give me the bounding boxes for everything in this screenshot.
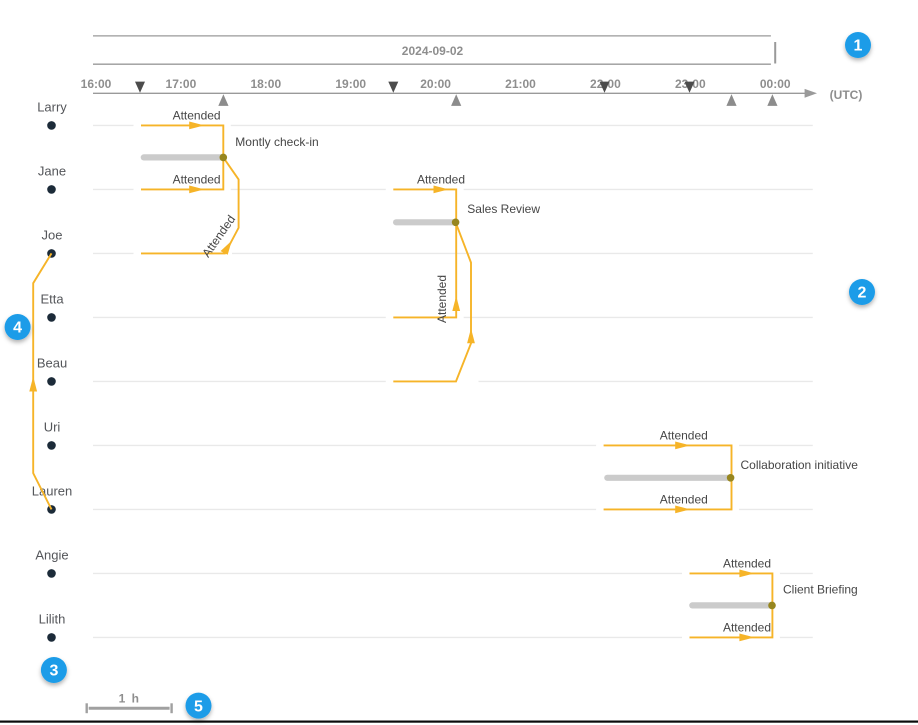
svg-text:(UTC): (UTC) (830, 88, 863, 102)
svg-text:1 h: 1 h (119, 692, 141, 706)
svg-text:Sales Review: Sales Review (467, 202, 540, 216)
svg-text:Jane: Jane (38, 163, 66, 178)
svg-text:20:00: 20:00 (420, 77, 451, 91)
svg-text:Lilith: Lilith (39, 611, 66, 626)
svg-text:3: 3 (49, 663, 58, 680)
svg-text:16:00: 16:00 (81, 77, 112, 91)
svg-text:17:00: 17:00 (166, 77, 197, 91)
svg-text:Client Briefing: Client Briefing (783, 583, 858, 597)
svg-text:1: 1 (854, 38, 863, 55)
svg-text:Attended: Attended (173, 172, 221, 186)
svg-text:21:00: 21:00 (505, 77, 536, 91)
svg-text:18:00: 18:00 (250, 77, 281, 91)
svg-text:Attended: Attended (173, 108, 221, 122)
svg-text:2: 2 (858, 285, 867, 302)
svg-text:19:00: 19:00 (335, 77, 366, 91)
svg-text:Montly check-in: Montly check-in (235, 135, 318, 149)
svg-text:Beau: Beau (37, 355, 67, 370)
svg-text:Attended: Attended (723, 620, 771, 634)
svg-text:Attended: Attended (723, 556, 771, 570)
svg-text:Uri: Uri (44, 419, 61, 434)
svg-text:Collaboration initiative: Collaboration initiative (741, 458, 859, 472)
svg-text:Attended: Attended (417, 172, 465, 186)
svg-text:5: 5 (194, 698, 203, 715)
svg-text:Angie: Angie (35, 547, 68, 562)
svg-text:4: 4 (13, 320, 22, 337)
svg-text:Attended: Attended (660, 492, 708, 506)
svg-text:Attended: Attended (660, 428, 708, 442)
svg-text:2024-09-02: 2024-09-02 (402, 44, 464, 58)
svg-text:Joe: Joe (42, 227, 63, 242)
svg-text:00:00: 00:00 (760, 77, 791, 91)
svg-text:Attended: Attended (435, 275, 449, 323)
svg-text:Etta: Etta (40, 291, 64, 306)
svg-text:Lauren: Lauren (32, 483, 72, 498)
svg-text:Larry: Larry (37, 99, 67, 114)
